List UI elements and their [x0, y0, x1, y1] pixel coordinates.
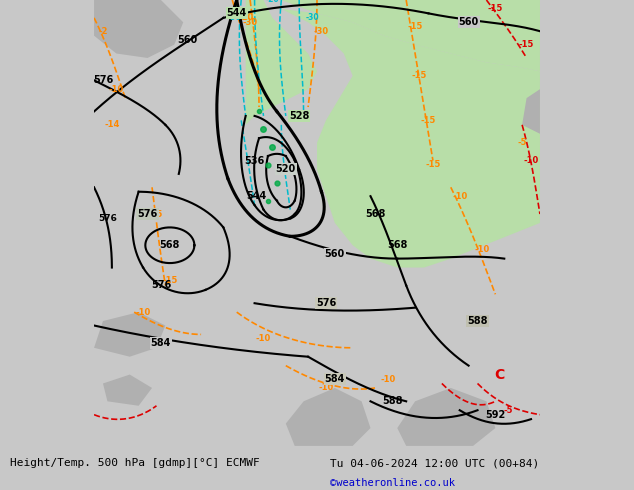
Text: -20: -20: [266, 0, 279, 4]
Text: ©weatheronline.co.uk: ©weatheronline.co.uk: [330, 478, 455, 488]
Text: Height/Temp. 500 hPa [gdmp][°C] ECMWF: Height/Temp. 500 hPa [gdmp][°C] ECMWF: [10, 458, 259, 468]
Text: 536: 536: [245, 155, 265, 166]
Text: -30: -30: [228, 13, 242, 23]
Text: 576: 576: [151, 280, 171, 291]
Text: -10: -10: [474, 245, 489, 254]
Text: -10: -10: [381, 374, 396, 384]
Text: 592: 592: [485, 410, 505, 420]
Text: -15: -15: [412, 72, 427, 80]
Text: -15: -15: [519, 40, 534, 49]
Text: 576: 576: [98, 214, 117, 223]
Text: -5: -5: [517, 138, 527, 147]
Text: -30: -30: [314, 27, 329, 36]
Text: 560: 560: [178, 35, 198, 45]
Polygon shape: [398, 388, 495, 446]
Text: -10: -10: [318, 384, 333, 392]
Text: -15: -15: [162, 276, 178, 285]
Text: -10: -10: [136, 308, 151, 317]
Text: 576: 576: [93, 75, 113, 85]
Polygon shape: [286, 388, 370, 446]
Polygon shape: [522, 89, 540, 134]
Text: 584: 584: [151, 338, 171, 348]
Text: -15: -15: [408, 22, 423, 31]
Text: 544: 544: [226, 8, 247, 19]
Text: -10: -10: [524, 156, 539, 165]
Text: Tu 04-06-2024 12:00 UTC (00+84): Tu 04-06-2024 12:00 UTC (00+84): [330, 458, 539, 468]
Polygon shape: [517, 134, 540, 187]
Text: 544: 544: [247, 191, 267, 201]
Polygon shape: [94, 0, 183, 58]
Text: 528: 528: [289, 111, 309, 121]
Text: -15: -15: [488, 4, 503, 13]
Text: -5: -5: [504, 406, 514, 415]
Text: -10: -10: [256, 334, 271, 343]
Text: 576: 576: [316, 298, 336, 308]
Text: C: C: [495, 368, 505, 382]
Text: -15: -15: [148, 210, 163, 219]
Text: -15: -15: [425, 161, 441, 170]
Text: -14: -14: [104, 121, 120, 129]
Polygon shape: [281, 0, 540, 72]
Text: -2: -2: [98, 27, 108, 36]
Text: 576: 576: [138, 209, 158, 219]
Text: 560: 560: [458, 17, 479, 27]
Text: 588: 588: [467, 316, 488, 326]
Text: 568: 568: [365, 209, 385, 219]
Text: 560: 560: [325, 249, 345, 259]
Text: 568: 568: [160, 240, 180, 250]
Text: 520: 520: [276, 165, 296, 174]
Polygon shape: [451, 0, 540, 27]
Text: -30: -30: [306, 13, 320, 23]
Polygon shape: [94, 312, 165, 357]
Text: 584: 584: [325, 374, 345, 384]
Text: 568: 568: [387, 240, 408, 250]
Text: -10: -10: [108, 85, 124, 94]
Text: 588: 588: [382, 396, 403, 406]
Text: -15: -15: [421, 116, 436, 125]
Polygon shape: [103, 374, 152, 406]
Text: -10: -10: [452, 192, 467, 201]
Polygon shape: [264, 0, 540, 268]
Polygon shape: [245, 0, 317, 125]
Text: -20: -20: [238, 13, 253, 23]
Text: -30: -30: [243, 18, 257, 27]
